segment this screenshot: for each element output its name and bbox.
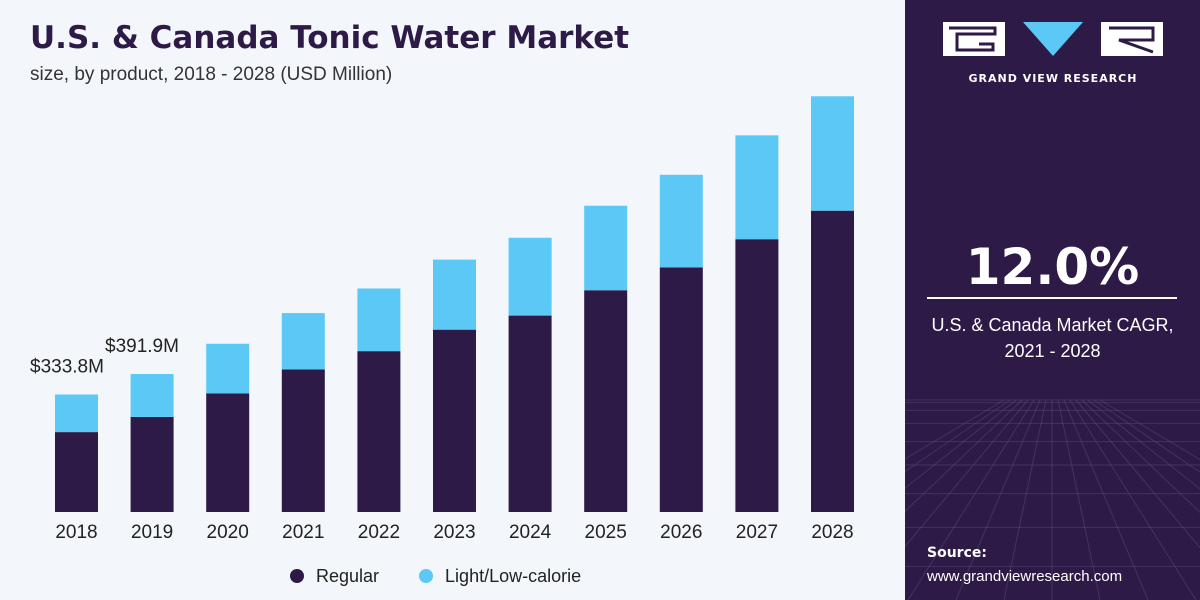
logo-icon [943,22,1163,56]
stacked-bar-chart: 2018 $333.8M 2019 $391.9M 2020 2021 2022 2023 20… [30,96,854,543]
data-label-2019: $391.9M [105,336,179,357]
bar-light-2025 [584,205,628,291]
legend-swatch-light [419,569,434,583]
bar-regular-2018 [55,432,98,512]
bar-light-2024 [508,237,552,316]
bar-light-2023 [433,259,476,330]
x-tick-2028: 2028 [811,522,853,543]
bar-light-2020 [206,343,250,394]
x-tick-2022: 2022 [358,522,400,543]
chart-title: U.S. & Canada Tonic Water Market [30,20,630,56]
decorative-grid [905,399,1200,600]
bar-regular-2023 [433,329,476,512]
source-url: www.grandviewresearch.com [927,568,1123,585]
legend-item-light: Light/Low-calorie [419,566,581,587]
x-tick-2025: 2025 [585,522,627,543]
cagr-label-line2: 2021 - 2028 [1004,341,1101,361]
cagr-label: U.S. & Canada Market CAGR, 2021 - 2028 [905,312,1200,364]
cagr-value: 12.0% [965,238,1140,296]
legend-swatch-regular [290,569,304,583]
bar-light-2028 [811,96,854,211]
chart-legend: Regular Light/Low-calorie [290,564,621,588]
x-tick-2021: 2021 [282,522,324,543]
legend-item-regular: Regular [290,566,379,587]
logo-text: GRAND VIEW RESEARCH [968,72,1138,85]
bar-light-2026 [659,174,703,268]
grand-view-research-logo: GRAND VIEW RESEARCH [943,22,1163,90]
x-tick-2026: 2026 [660,522,702,543]
side-panel: GRAND VIEW RESEARCH 12.0% U.S. & Canada … [905,0,1200,600]
source-label: Source: [927,545,987,561]
x-tick-2027: 2027 [736,522,778,543]
bar-regular-2025 [584,290,628,512]
bar-light-2021 [281,313,325,370]
data-label-2018: $333.8M [30,357,104,378]
cagr-divider [927,297,1177,299]
cagr-label-line1: U.S. & Canada Market CAGR, [931,315,1174,335]
bar-regular-2021 [281,369,325,512]
x-tick-2018: 2018 [55,522,97,543]
bar-light-2027 [735,135,779,240]
bar-regular-2027 [735,239,779,512]
bar-regular-2019 [130,416,174,512]
bar-regular-2026 [659,267,703,512]
bar-regular-2022 [357,351,401,512]
x-tick-2024: 2024 [509,522,552,543]
x-tick-2023: 2023 [433,522,475,543]
bar-regular-2024 [508,315,552,512]
legend-label-light: Light/Low-calorie [445,565,582,586]
bar-light-2018 [55,394,98,433]
bar-regular-2028 [811,210,854,513]
legend-label-regular: Regular [316,565,380,586]
bar-light-2019 [130,374,174,417]
x-tick-2019: 2019 [131,522,173,543]
chart-area: U.S. & Canada Tonic Water Market size, b… [30,20,854,588]
bar-regular-2020 [206,393,250,512]
bar-light-2022 [357,288,401,352]
x-tick-2020: 2020 [207,522,249,543]
chart-subtitle: size, by product, 2018 - 2028 (USD Milli… [30,64,393,85]
